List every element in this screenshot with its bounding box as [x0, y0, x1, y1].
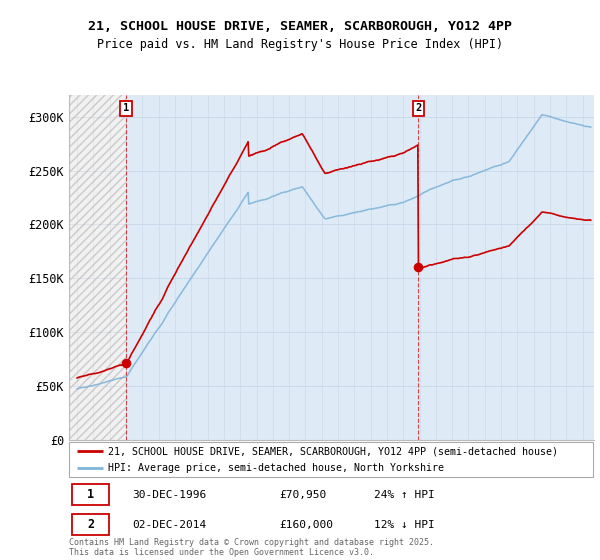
Text: 02-DEC-2014: 02-DEC-2014	[132, 520, 206, 530]
Text: 2: 2	[87, 518, 94, 531]
Text: £160,000: £160,000	[279, 520, 333, 530]
FancyBboxPatch shape	[71, 484, 109, 505]
Text: 2: 2	[415, 103, 421, 113]
Text: £70,950: £70,950	[279, 489, 326, 500]
Text: 12% ↓ HPI: 12% ↓ HPI	[373, 520, 434, 530]
Text: HPI: Average price, semi-detached house, North Yorkshire: HPI: Average price, semi-detached house,…	[109, 463, 445, 473]
Bar	[126, 95, 594, 440]
Text: 30-DEC-1996: 30-DEC-1996	[132, 489, 206, 500]
Text: 1: 1	[123, 103, 129, 113]
Bar	[69, 95, 126, 440]
Text: 24% ↑ HPI: 24% ↑ HPI	[373, 489, 434, 500]
FancyBboxPatch shape	[69, 442, 593, 477]
Point	[121, 359, 131, 368]
Text: Price paid vs. HM Land Registry's House Price Index (HPI): Price paid vs. HM Land Registry's House …	[97, 38, 503, 51]
Text: 21, SCHOOL HOUSE DRIVE, SEAMER, SCARBOROUGH, YO12 4PP: 21, SCHOOL HOUSE DRIVE, SEAMER, SCARBORO…	[88, 20, 512, 32]
Point	[413, 263, 423, 272]
Text: 1: 1	[87, 488, 94, 501]
FancyBboxPatch shape	[71, 514, 109, 535]
Text: 21, SCHOOL HOUSE DRIVE, SEAMER, SCARBOROUGH, YO12 4PP (semi-detached house): 21, SCHOOL HOUSE DRIVE, SEAMER, SCARBORO…	[109, 446, 559, 456]
Text: Contains HM Land Registry data © Crown copyright and database right 2025.
This d: Contains HM Land Registry data © Crown c…	[69, 538, 434, 557]
